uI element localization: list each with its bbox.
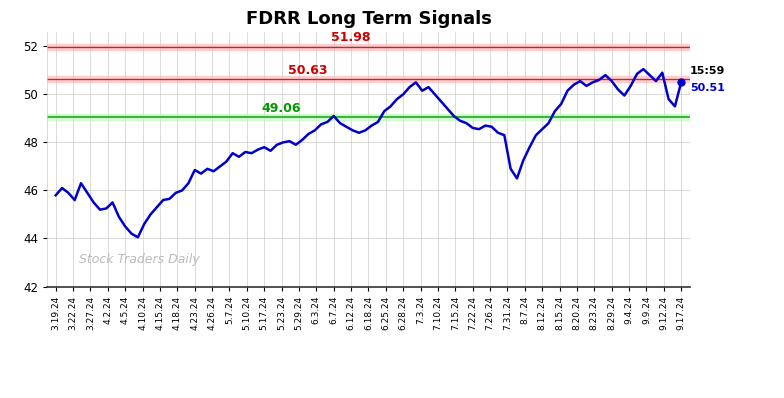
Text: 49.06: 49.06 — [262, 101, 301, 115]
Title: FDRR Long Term Signals: FDRR Long Term Signals — [245, 10, 492, 27]
Text: 50.63: 50.63 — [288, 64, 328, 77]
Text: 15:59: 15:59 — [690, 66, 725, 76]
Text: Stock Traders Daily: Stock Traders Daily — [79, 253, 200, 266]
Bar — [47, 44, 690, 50]
Text: 51.98: 51.98 — [332, 31, 371, 44]
Bar — [47, 76, 690, 82]
Bar — [47, 114, 690, 120]
Text: 50.51: 50.51 — [690, 83, 724, 93]
